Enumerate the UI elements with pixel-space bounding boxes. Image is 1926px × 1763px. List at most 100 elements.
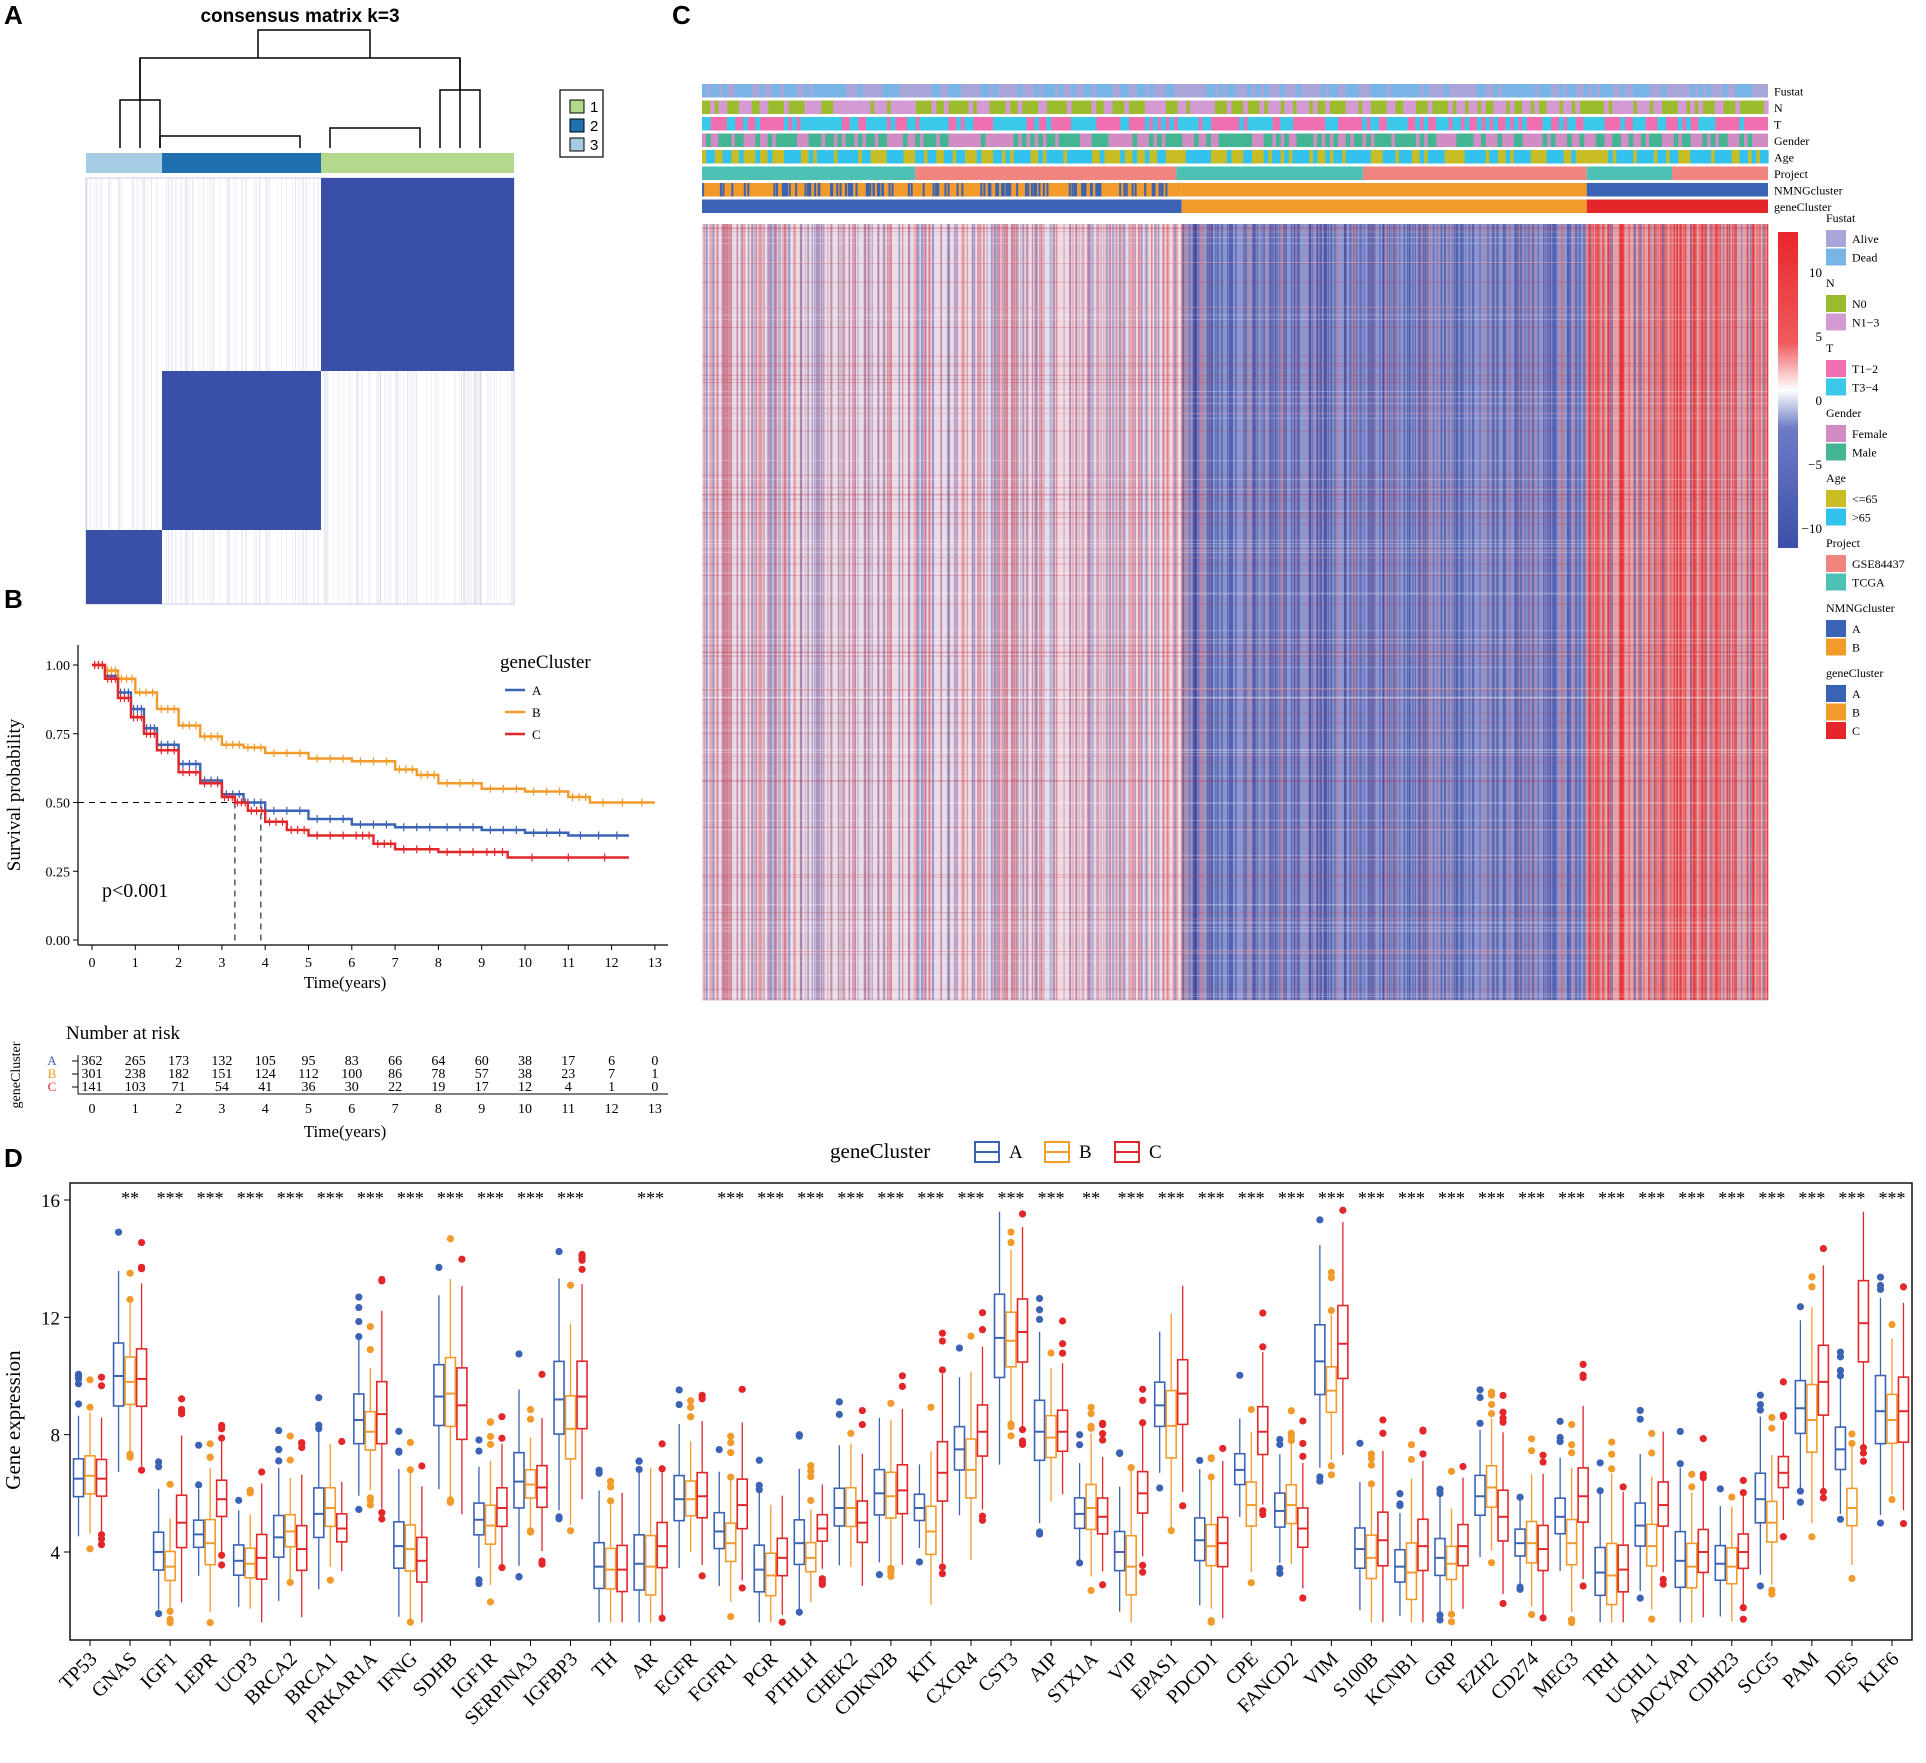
heat-stripe <box>811 224 813 1000</box>
box-outlier <box>555 1515 563 1523</box>
anno-age-stripe <box>1468 150 1474 164</box>
box-outlier <box>1139 1561 1147 1569</box>
anno-t-stripe <box>1370 117 1375 131</box>
heat-row-stripe <box>702 689 1768 691</box>
heat-stripe <box>1245 224 1248 1000</box>
anno-age-stripe <box>1706 150 1712 164</box>
anno-nmng-stripe <box>872 183 875 197</box>
anno-n-stripe <box>1481 100 1486 114</box>
heat-row-stripe <box>702 929 1768 931</box>
heat-stripe <box>887 224 889 1000</box>
heat-stripe <box>742 224 744 1000</box>
box-outlier <box>1379 1429 1387 1437</box>
heat-row-stripe <box>702 749 1768 751</box>
box-outlier <box>126 1269 134 1277</box>
anno-fustat-stripe <box>890 84 896 98</box>
heat-row-stripe <box>702 645 1768 647</box>
heat-stripe <box>1107 224 1109 1000</box>
anno-gender-stripe <box>1095 133 1101 147</box>
km-x-label: Time(years) <box>304 973 386 992</box>
heat-stripe <box>1263 224 1265 1000</box>
km-pvalue: p<0.001 <box>102 880 168 902</box>
box-body <box>1565 1518 1578 1566</box>
heat-stripe <box>1182 224 1184 1000</box>
box-outlier <box>1367 1480 1376 1488</box>
gene-group-PDCD1 <box>1193 1444 1229 1626</box>
heat-row-stripe <box>702 775 1768 777</box>
heat-stripe <box>1193 224 1195 1000</box>
heat-stripe <box>1285 224 1287 1000</box>
colorbar-tick: 5 <box>1816 329 1823 344</box>
anno-t-stripe <box>792 117 797 131</box>
colorbar <box>1778 232 1798 548</box>
box-outlier <box>1299 1594 1307 1602</box>
box-outlier <box>1259 1507 1267 1515</box>
heat-stripe <box>710 224 712 1000</box>
legend-swatch-2 <box>569 118 585 133</box>
heat-stripe <box>1673 224 1676 1000</box>
heat-stripe <box>755 224 758 1000</box>
anno-nmng-stripe <box>1005 183 1008 197</box>
heat-row-stripe <box>702 574 1768 576</box>
anno-age-stripe <box>1079 150 1084 164</box>
heat-stripe <box>1134 224 1136 1000</box>
anno-n-stripe <box>1144 100 1150 114</box>
box-outlier <box>658 1614 666 1622</box>
heat-stripe <box>1390 224 1393 1000</box>
anno-n-stripe <box>1681 100 1687 114</box>
box-outlier <box>326 1576 334 1584</box>
anno-fustat-stripe <box>1349 84 1355 98</box>
box-outlier <box>1259 1343 1267 1351</box>
heat-stripe <box>1383 224 1385 1000</box>
heat-stripe <box>1532 224 1535 1000</box>
box-outlier <box>1527 1447 1536 1455</box>
anno-t-stripe <box>1206 117 1211 131</box>
heat-stripe <box>1373 224 1376 1000</box>
legend-title-NMNGcluster: NMNGcluster <box>1826 601 1895 615</box>
anno-gender-stripe <box>1013 133 1019 147</box>
anno-n-stripe <box>747 100 752 114</box>
km-legend-label-A: A <box>532 683 542 698</box>
heat-stripe <box>1714 224 1717 1000</box>
anno-fustat-stripe <box>1509 84 1515 98</box>
box-outlier <box>486 1418 495 1426</box>
sig-marker-PRKAR1A: *** <box>357 1188 384 1208</box>
heat-stripe <box>1013 224 1015 1000</box>
box-outlier <box>275 1426 283 1435</box>
heat-stripe <box>716 224 718 1000</box>
anno-gender-stripe <box>1427 133 1433 147</box>
heat-stripe <box>1318 224 1321 1000</box>
anno-nmng-stripe <box>1131 183 1134 197</box>
risk-table-title: Number at risk <box>66 1023 180 1044</box>
anno-fustat-stripe <box>734 84 740 98</box>
heat-stripe <box>1554 224 1556 1000</box>
heat-row-stripe <box>702 237 1768 239</box>
anno-t-stripe <box>870 117 875 131</box>
anno-fustat-stripe <box>1148 84 1154 98</box>
box-body <box>1405 1542 1418 1601</box>
box-outlier <box>978 1512 987 1520</box>
heat-stripe <box>1722 224 1725 1000</box>
anno-n-stripe <box>1390 100 1396 114</box>
anno-age-stripe <box>792 150 797 164</box>
anno-t-stripe <box>968 117 974 131</box>
box-body <box>965 1438 977 1499</box>
anno-fustat-stripe <box>1604 84 1609 98</box>
anno-n-stripe <box>1349 100 1355 114</box>
anno-n-stripe <box>1177 100 1183 114</box>
box-outlier <box>1087 1403 1095 1411</box>
anno-n-stripe <box>894 100 900 114</box>
anno-n-stripe <box>1522 100 1527 114</box>
box-outlier <box>137 1265 146 1273</box>
anno-age-stripe <box>1292 150 1298 164</box>
anno-t-stripe <box>1423 117 1429 131</box>
box-outlier <box>715 1445 723 1454</box>
box-outlier <box>658 1465 666 1473</box>
box-outlier <box>898 1372 906 1380</box>
anno-age-stripe <box>1657 150 1662 164</box>
heat-stripe <box>1261 224 1263 1000</box>
risk-value-C: 141 <box>82 1080 103 1095</box>
anno-nmng-stripe <box>731 183 734 197</box>
box-outlier <box>286 1456 294 1464</box>
anno-gender-stripe <box>1653 133 1658 147</box>
